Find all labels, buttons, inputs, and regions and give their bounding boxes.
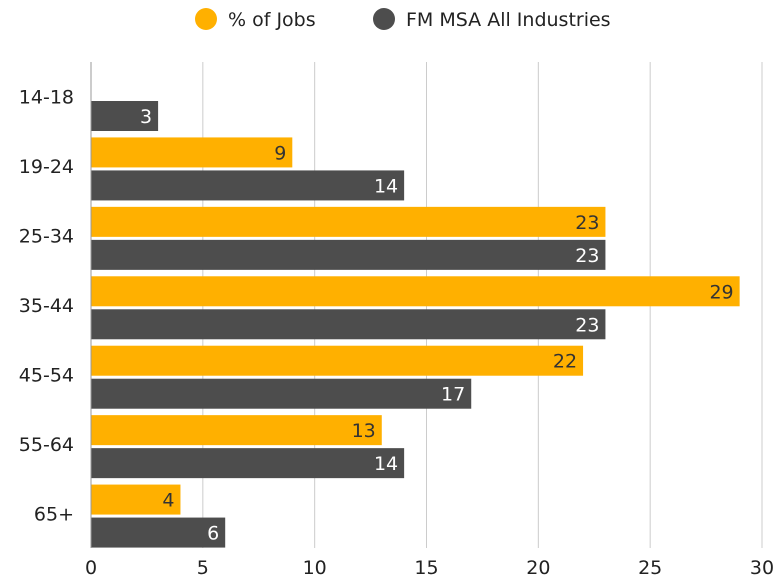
category-label-0: 14-18 [19, 87, 74, 109]
x-tick-label-1: 5 [197, 557, 209, 579]
category-label-5: 55-64 [19, 434, 74, 456]
bar-s0-1 [91, 137, 293, 168]
category-label-3: 35-44 [19, 295, 74, 317]
data-label-s0-1: 9 [274, 142, 286, 164]
x-tick-label-6: 30 [750, 557, 774, 579]
data-label-s0-4: 22 [553, 351, 577, 373]
legend-marker-1 [373, 8, 395, 30]
data-label-s1-0: 3 [140, 106, 152, 128]
bar-s0-5 [91, 415, 382, 446]
data-label-s0-6: 4 [162, 490, 174, 512]
x-tick-label-4: 20 [526, 557, 550, 579]
bar-s0-4 [91, 345, 584, 376]
data-label-s0-5: 13 [352, 420, 376, 442]
x-tick-label-3: 15 [414, 557, 438, 579]
data-label-s1-3: 23 [575, 314, 599, 336]
x-tick-labels: 0 5 10 15 20 25 30 [85, 557, 774, 579]
data-label-s1-6: 6 [207, 523, 219, 545]
bar-s1-1 [91, 170, 405, 201]
bar-s1-0 [91, 101, 159, 131]
category-label-1: 19-24 [19, 156, 74, 178]
data-label-s0-3: 29 [709, 281, 733, 303]
legend-marker-0 [195, 8, 217, 30]
bar-s1-4 [91, 378, 472, 409]
bar-s0-2 [91, 206, 606, 237]
bars: 9 23 29 22 13 4 3 14 23 23 17 14 6 [91, 101, 740, 548]
x-tick-label-2: 10 [303, 557, 327, 579]
bar-s1-2 [91, 239, 606, 270]
category-label-4: 45-54 [19, 364, 74, 386]
legend-label-0: % of Jobs [228, 9, 316, 31]
legend: % of Jobs FM MSA All Industries [195, 8, 611, 31]
category-labels: 14-18 19-24 25-34 35-44 45-54 55-64 65+ [19, 87, 74, 526]
data-label-s1-5: 14 [374, 453, 398, 475]
bar-s0-6 [91, 484, 181, 515]
data-label-s0-2: 23 [575, 212, 599, 234]
data-label-s1-2: 23 [575, 245, 599, 267]
data-label-s1-4: 17 [441, 384, 465, 406]
data-label-s1-1: 14 [374, 175, 398, 197]
x-tick-label-0: 0 [85, 557, 97, 579]
bar-s0-3 [91, 276, 740, 307]
bar-s1-3 [91, 309, 606, 340]
bar-s1-5 [91, 448, 405, 479]
legend-label-1: FM MSA All Industries [406, 9, 611, 31]
category-label-2: 25-34 [19, 226, 74, 248]
category-label-6: 65+ [34, 503, 74, 525]
bar-s1-6 [91, 517, 226, 548]
x-tick-label-5: 25 [638, 557, 662, 579]
